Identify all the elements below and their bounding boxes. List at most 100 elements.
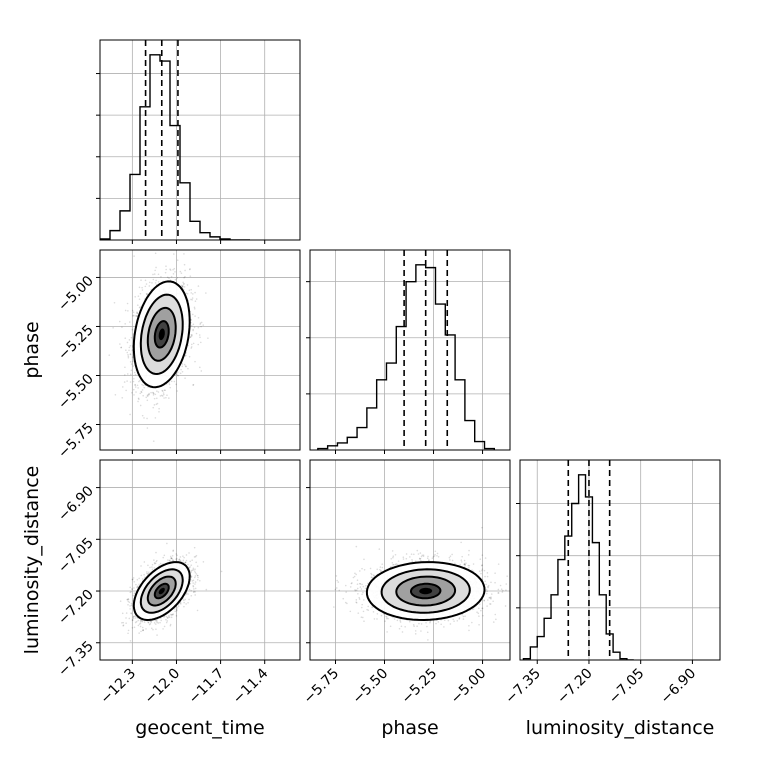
panel-geocent_time-vs-luminosity_distance-sample-point [148, 571, 150, 573]
panel-geocent_time-vs-luminosity_distance-sample-point [163, 554, 166, 557]
panel-geocent_time-vs-phase-sample-point [185, 292, 188, 295]
panel-phase-vs-luminosity_distance-sample-point [409, 556, 411, 558]
ytick-label-phase-3: −5.00 [55, 273, 97, 315]
panel-geocent_time-vs-luminosity_distance-sample-point [190, 589, 192, 592]
panel-geocent_time-vs-phase-sample-point [128, 349, 130, 352]
panel-geocent_time-vs-luminosity_distance-sample-point [195, 561, 197, 564]
panel-geocent_time-vs-luminosity_distance-sample-point [130, 612, 133, 615]
panel-geocent_time-vs-luminosity_distance-sample-point [147, 621, 150, 624]
panel-geocent_time-vs-phase-sample-point [131, 309, 134, 312]
panel-geocent_time-vs-phase-sample-point [153, 397, 156, 400]
ytick-label-luminosity_distance-3: −6.90 [55, 483, 97, 525]
hist-phase-frame [309, 249, 511, 451]
panel-geocent_time-vs-luminosity_distance-sample-point [192, 567, 195, 570]
panel-phase-vs-luminosity_distance-sample-point [416, 549, 419, 552]
panel-geocent_time-vs-luminosity_distance-sample-point [130, 602, 133, 605]
panel-geocent_time-vs-luminosity_distance-sample-point [179, 602, 181, 605]
panel-geocent_time-vs-phase-sample-point [205, 292, 207, 294]
panel-geocent_time-vs-phase-sample-point [123, 381, 126, 383]
panel-geocent_time-vs-phase-sample-point [184, 377, 186, 379]
hist-phase-histogram [317, 264, 496, 450]
panel-geocent_time-vs-luminosity_distance-sample-point [129, 608, 131, 610]
panel-phase-vs-luminosity_distance-sample-point [363, 620, 365, 623]
panel-geocent_time-vs-luminosity_distance-sample-point [196, 578, 199, 581]
panel-phase-vs-luminosity_distance-sample-point [361, 593, 363, 596]
panel-geocent_time-vs-phase-sample-point [188, 268, 191, 271]
panel-phase-vs-luminosity_distance-sample-point [477, 612, 480, 615]
panel-geocent_time-vs-phase-sample-point [195, 332, 198, 335]
panel-geocent_time-vs-phase-sample-point [126, 341, 129, 344]
panel-phase-vs-luminosity_distance-sample-point [379, 566, 382, 568]
panel-geocent_time-vs-phase-sample-point [181, 363, 184, 365]
panel-geocent_time-vs-luminosity_distance-sample-point [127, 603, 129, 606]
panel-geocent_time-vs-luminosity_distance-sample-point [149, 620, 152, 623]
panel-geocent_time-vs-luminosity_distance-sample-point [127, 598, 130, 601]
panel-phase-vs-luminosity_distance-sample-point [414, 560, 417, 563]
panel-geocent_time-vs-phase-sample-point [152, 278, 155, 281]
panel-geocent_time-vs-luminosity_distance-sample-point [141, 578, 144, 580]
panel-geocent_time-vs-phase-sample-point [173, 253, 175, 255]
panel-geocent_time-vs-luminosity_distance-sample-point [168, 616, 171, 619]
panel-geocent_time-vs-phase-sample-point [138, 298, 141, 300]
panel-geocent_time-vs-luminosity_distance-sample-point [195, 554, 198, 557]
panel-geocent_time-vs-luminosity_distance-sample-point [122, 624, 125, 627]
panel-geocent_time-vs-luminosity_distance-sample-point [136, 578, 139, 581]
panel-geocent_time-vs-luminosity_distance-sample-point [194, 594, 196, 596]
panel-geocent_time-vs-phase-sample-point [161, 390, 164, 392]
panel-geocent_time-vs-phase-sample-point [176, 374, 179, 377]
panel-geocent_time-vs-phase-sample-point [180, 368, 182, 371]
panel-geocent_time-vs-luminosity_distance-sample-point [171, 613, 174, 616]
panel-geocent_time-vs-luminosity_distance-sample-point [142, 629, 144, 631]
panel-geocent_time-vs-luminosity_distance-sample-point [192, 585, 195, 588]
panel-geocent_time-vs-luminosity_distance-sample-point [191, 580, 194, 582]
panel-geocent_time-vs-phase-sample-point [200, 341, 202, 344]
panel-geocent_time-vs-luminosity_distance-sample-point [132, 616, 135, 619]
panel-geocent_time-vs-luminosity_distance-sample-point [188, 552, 190, 554]
panel-geocent_time-vs-luminosity_distance-sample-point [131, 619, 134, 621]
panel-geocent_time-vs-phase-sample-point [134, 295, 137, 298]
panel-geocent_time-vs-phase-sample-point [129, 361, 132, 363]
panel-geocent_time-vs-phase-sample-point [127, 310, 129, 312]
panel-geocent_time-vs-luminosity_distance-sample-point [194, 583, 196, 585]
panel-geocent_time-vs-luminosity_distance-sample-point [147, 621, 150, 624]
panel-geocent_time-vs-luminosity_distance-sample-point [141, 626, 144, 629]
panel-geocent_time-vs-phase-sample-point [183, 283, 185, 285]
panel-geocent_time-vs-luminosity_distance-sample-point [168, 559, 171, 562]
panel-geocent_time-vs-phase-sample-point [148, 281, 151, 284]
panel-geocent_time-vs-phase-sample-point [146, 293, 148, 295]
panel-phase-vs-luminosity_distance-sample-point [478, 624, 480, 626]
panel-geocent_time-vs-luminosity_distance-sample-point [133, 626, 136, 629]
panel-phase-vs-luminosity_distance-sample-point [363, 569, 366, 571]
panel-geocent_time-vs-luminosity_distance-sample-point [138, 623, 141, 625]
panel-geocent_time-vs-luminosity_distance-sample-point [140, 574, 143, 577]
panel-geocent_time-vs-phase-sample-point [193, 306, 196, 309]
panel-geocent_time-vs-phase-sample-point [186, 284, 189, 286]
panel-geocent_time-vs-luminosity_distance-sample-point [131, 578, 134, 581]
panel-geocent_time-vs-luminosity_distance-sample-point [133, 580, 136, 583]
panel-geocent_time-vs-luminosity_distance: −12.3 −12.0 −11.7 −11.4−7.35−7.20−7.05−6.90 [55, 459, 301, 707]
panel-geocent_time-vs-phase-sample-point [190, 319, 192, 321]
panel-geocent_time-vs-phase-sample-point [155, 403, 158, 406]
panel-geocent_time-vs-luminosity_distance-sample-point [150, 620, 152, 623]
panel-geocent_time-vs-luminosity_distance-sample-point [194, 571, 197, 574]
ytick-label-phase-2: −5.25 [55, 322, 97, 364]
panel-phase-vs-luminosity_distance-sample-point [350, 582, 353, 585]
panel-geocent_time-vs-luminosity_distance-sample-point [139, 622, 142, 624]
panel-phase-vs-luminosity_distance-sample-point [349, 586, 352, 588]
panel-geocent_time-vs-luminosity_distance-sample-point [174, 608, 176, 610]
panel-geocent_time-vs-phase-sample-point [142, 384, 145, 387]
panel-geocent_time-vs-phase-sample-point [112, 326, 114, 329]
panel-geocent_time-vs-luminosity_distance-sample-point [191, 559, 193, 562]
panel-geocent_time-vs-luminosity_distance-grid [100, 460, 300, 660]
panel-geocent_time-vs-luminosity_distance-density-peak [158, 587, 165, 595]
panel-geocent_time-vs-luminosity_distance-sample-point [193, 570, 196, 572]
panel-geocent_time-vs-phase-sample-point [199, 366, 201, 369]
panel-geocent_time-vs-luminosity_distance-sample-point [183, 601, 185, 604]
panel-geocent_time-vs-phase-sample-point [176, 259, 179, 262]
panel-geocent_time-vs-phase-contour-3 [132, 280, 191, 389]
ytick-label-luminosity_distance-1: −7.20 [55, 587, 97, 629]
panel-geocent_time-vs-phase-sample-point [180, 284, 183, 287]
panel-phase-vs-luminosity_distance-sample-point [463, 563, 466, 566]
panel-geocent_time-vs-phase-sample-point [141, 286, 143, 289]
panel-geocent_time-vs-phase-sample-point [129, 344, 132, 347]
